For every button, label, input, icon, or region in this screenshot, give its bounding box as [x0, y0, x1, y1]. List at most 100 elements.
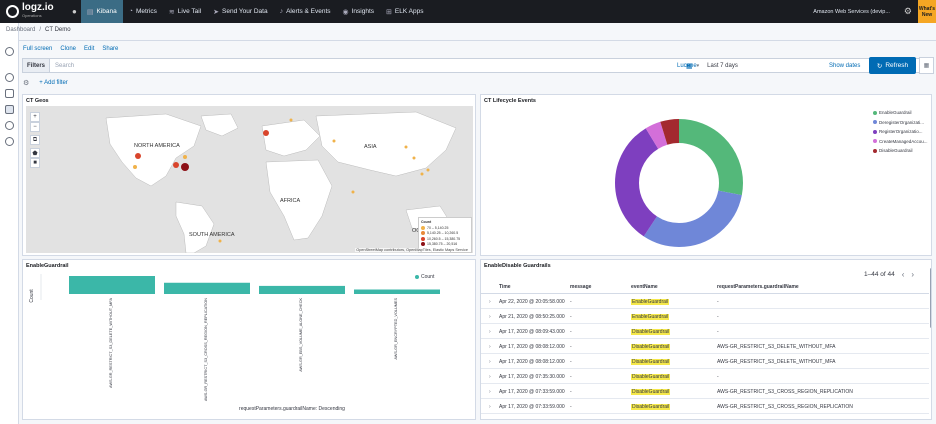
- pagination: 1–44 of 44 ‹ ›: [864, 270, 914, 279]
- map-marker[interactable]: [426, 168, 430, 172]
- filter-settings-icon[interactable]: ⚙: [23, 80, 30, 87]
- expand-row-icon[interactable]: ›: [489, 374, 491, 380]
- nav-live-tail[interactable]: ≋ Live Tail: [168, 8, 202, 16]
- legend-item[interactable]: DeregisterOrganizati...: [873, 118, 928, 128]
- cell-guardrail-name: -: [717, 299, 719, 305]
- x-tick-label: AWS-GR_RESTRICT_S3_DELETE_WITHOUT_MFA: [109, 298, 113, 388]
- map-marker[interactable]: [412, 156, 416, 160]
- date-picker[interactable]: ▦ ▾ Last 7 days: [686, 58, 738, 73]
- add-filter-link[interactable]: + Add filter: [39, 80, 68, 86]
- column-message[interactable]: message: [570, 284, 592, 290]
- donut-chart[interactable]: [609, 113, 749, 253]
- cell-message: -: [570, 299, 572, 305]
- table-row[interactable]: › Apr 17, 2020 @ 08:09:43.000- DisableGuar…: [481, 324, 929, 339]
- map-marker[interactable]: [135, 153, 141, 159]
- chevron-left-icon[interactable]: ‹: [901, 270, 905, 279]
- table-row[interactable]: › Apr 17, 2020 @ 07:33:59.000- DisableGuar…: [481, 384, 929, 399]
- bar[interactable]: [164, 282, 250, 294]
- expand-row-icon[interactable]: ›: [489, 419, 491, 420]
- expand-row-icon[interactable]: ›: [489, 329, 491, 335]
- breadcrumb-dashboard[interactable]: Dashboard: [6, 27, 36, 33]
- nav-insights[interactable]: ◉ Insights: [342, 8, 375, 16]
- column-event-name[interactable]: eventName: [631, 284, 658, 290]
- draw-rectangle-icon[interactable]: ■: [30, 158, 40, 168]
- metrics-icon: ◔: [128, 8, 133, 15]
- edit-link[interactable]: Edit: [84, 46, 95, 52]
- dashboard-icon[interactable]: [5, 105, 14, 114]
- brand-logo[interactable]: logz.io Operations: [0, 0, 68, 23]
- logo-mark-icon: [6, 5, 19, 18]
- map-marker[interactable]: [133, 165, 137, 169]
- map-marker[interactable]: [404, 145, 408, 149]
- bar[interactable]: [354, 289, 440, 295]
- chevron-right-icon[interactable]: ›: [911, 270, 915, 279]
- nav-kibana[interactable]: ▤ Kibana: [80, 0, 123, 23]
- discover-icon[interactable]: [5, 73, 14, 82]
- expand-row-icon[interactable]: ›: [489, 344, 491, 350]
- settings-gear-icon[interactable]: ⚙: [903, 6, 912, 16]
- expand-row-icon[interactable]: ›: [489, 314, 491, 320]
- table-row[interactable]: › Apr 16, 2020 @ 18:54:44.000 - EnableGuard…: [481, 414, 929, 420]
- calendar-icon[interactable]: ▦: [686, 62, 693, 70]
- whats-new-button[interactable]: What's New: [918, 0, 936, 23]
- bar[interactable]: [259, 285, 345, 294]
- map-marker[interactable]: [181, 163, 189, 171]
- map-marker[interactable]: [351, 190, 355, 194]
- table-row[interactable]: › Apr 17, 2020 @ 07:33:59.000- DisableGuar…: [481, 399, 929, 414]
- expand-row-icon[interactable]: ›: [489, 389, 491, 395]
- management-gear-icon[interactable]: [5, 137, 14, 146]
- expand-row-icon[interactable]: ›: [489, 299, 491, 305]
- fit-bounds-icon[interactable]: ⧉: [30, 135, 40, 145]
- maps-icon[interactable]: [5, 121, 14, 130]
- map-marker[interactable]: [183, 155, 187, 159]
- clock-icon[interactable]: [5, 47, 14, 56]
- refresh-button[interactable]: ↻ Refresh: [869, 57, 916, 74]
- column-guardrail-name[interactable]: requestParameters.guardrailName: [717, 284, 799, 290]
- legend-item[interactable]: CreateManagedAccou...: [873, 137, 928, 147]
- bar-legend[interactable]: Count: [415, 274, 434, 280]
- menu-toggle-icon[interactable]: ●: [72, 7, 77, 16]
- bar[interactable]: [69, 276, 155, 294]
- table-row[interactable]: › Apr 21, 2020 @ 08:50:25.000- EnableGuard…: [481, 309, 929, 324]
- zoom-in-button[interactable]: +: [30, 112, 40, 122]
- zoom-out-button[interactable]: −: [30, 122, 40, 132]
- account-selector[interactable]: Amazon Web Services (devip...: [813, 8, 890, 15]
- map-marker[interactable]: [420, 172, 424, 176]
- search-input[interactable]: Search: [50, 58, 932, 73]
- query-language-button[interactable]: Lucene: [677, 62, 697, 69]
- map-attribution[interactable]: OpenStreetMap contributors, OpenMapTiles…: [355, 248, 469, 252]
- map-marker[interactable]: [263, 130, 269, 136]
- scrollbar[interactable]: [930, 268, 931, 328]
- legend-item[interactable]: EnableGuardrail: [873, 108, 928, 118]
- slice-disable-guardrail[interactable]: [615, 119, 743, 247]
- panel-title: CT Lifecycle Events: [484, 98, 536, 104]
- share-link[interactable]: Share: [102, 46, 119, 52]
- legend-item[interactable]: DisableGuardrail: [873, 146, 928, 156]
- expand-row-icon[interactable]: ›: [489, 359, 491, 365]
- clone-link[interactable]: Clone: [60, 46, 77, 52]
- visualize-icon[interactable]: [5, 89, 14, 98]
- options-button[interactable]: ▦: [919, 57, 934, 74]
- map-marker[interactable]: [173, 162, 179, 168]
- full-screen-link[interactable]: Full screen: [23, 46, 53, 52]
- table-row[interactable]: › Apr 17, 2020 @ 07:35:30.000- DisableGuar…: [481, 369, 929, 384]
- nav-send-data[interactable]: ➤ Send Your Data: [213, 8, 268, 16]
- table-row[interactable]: › Apr 17, 2020 @ 08:08:12.000- DisableGuar…: [481, 339, 929, 354]
- map-marker[interactable]: [332, 139, 336, 143]
- legend-item[interactable]: RegisterOrganizatio...: [873, 127, 928, 137]
- column-time[interactable]: Time: [499, 284, 511, 290]
- slice-deregister-organization[interactable]: [615, 119, 743, 247]
- table-row[interactable]: › Apr 22, 2020 @ 20:05:58.000- EnableGuard…: [481, 294, 929, 309]
- draw-polygon-icon[interactable]: ⬟: [30, 148, 40, 158]
- show-dates-link[interactable]: Show dates: [829, 62, 861, 69]
- cell-event-name: DisableGuardrail: [631, 389, 671, 395]
- nav-alerts[interactable]: ♪ Alerts & Events: [279, 8, 331, 15]
- world-map[interactable]: NORTH AMERICA SOUTH AMERICA AFRICA ASIA …: [26, 106, 473, 253]
- map-marker[interactable]: [289, 118, 293, 122]
- table-row[interactable]: › Apr 17, 2020 @ 08:08:12.000- DisableGuar…: [481, 354, 929, 369]
- nav-elk-apps[interactable]: ⊞ ELK Apps: [386, 8, 424, 16]
- slice-register-organization[interactable]: [615, 119, 743, 247]
- nav-metrics[interactable]: ◔ Metrics: [128, 8, 157, 15]
- expand-row-icon[interactable]: ›: [489, 404, 491, 410]
- map-marker[interactable]: [218, 239, 222, 243]
